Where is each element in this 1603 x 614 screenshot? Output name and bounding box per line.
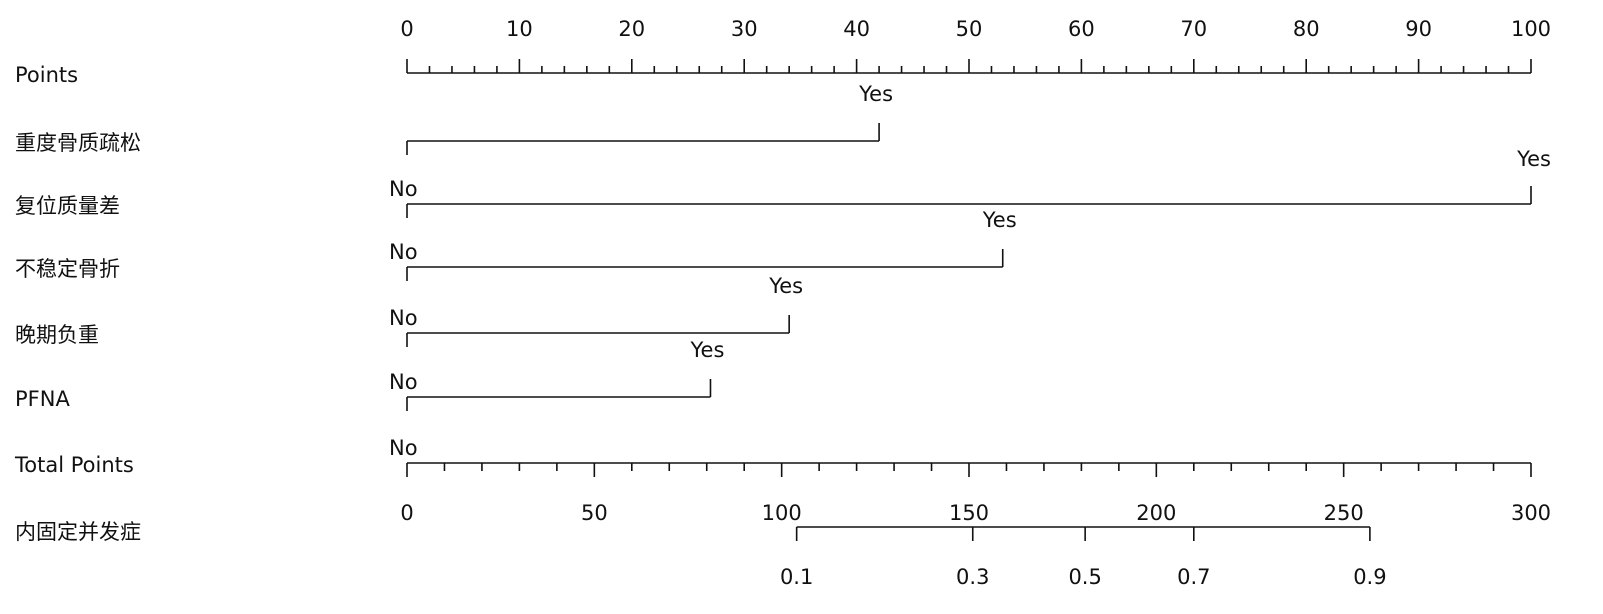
row-label: 不稳定骨折 xyxy=(15,257,120,281)
tick-label: 0.3 xyxy=(956,565,989,589)
tick-label: 90 xyxy=(1405,17,1432,41)
tick-label: 0 xyxy=(400,17,413,41)
level-label: No xyxy=(389,177,418,201)
level-label: No xyxy=(389,306,418,330)
tick-label: 70 xyxy=(1180,17,1207,41)
row-label: 复位质量差 xyxy=(15,194,120,218)
level-label: No xyxy=(389,436,418,460)
tick-label: 40 xyxy=(843,17,870,41)
tick-label: 20 xyxy=(618,17,645,41)
level-label: No xyxy=(389,240,418,264)
row-label: 内固定并发症 xyxy=(15,520,141,544)
tick-label: 0.7 xyxy=(1177,565,1210,589)
row-label: 重度骨质疏松 xyxy=(15,131,141,155)
tick-label: 150 xyxy=(949,501,989,525)
row-label: Total Points xyxy=(14,453,134,477)
tick-label: 0.1 xyxy=(780,565,813,589)
tick-label: 30 xyxy=(731,17,758,41)
tick-label: 250 xyxy=(1324,501,1364,525)
tick-label: 0.9 xyxy=(1353,565,1386,589)
tick-label: 0.5 xyxy=(1068,565,1101,589)
tick-label: 50 xyxy=(581,501,608,525)
tick-label: 10 xyxy=(506,17,533,41)
row-label: PFNA xyxy=(15,387,70,411)
tick-label: 100 xyxy=(1511,17,1551,41)
level-label: Yes xyxy=(1516,147,1551,171)
tick-label: 50 xyxy=(956,17,983,41)
tick-label: 80 xyxy=(1293,17,1320,41)
level-label: Yes xyxy=(982,208,1017,232)
level-label: Yes xyxy=(768,274,803,298)
tick-label: 200 xyxy=(1136,501,1176,525)
level-label: No xyxy=(389,370,418,394)
row-label: 晚期负重 xyxy=(15,323,99,347)
tick-label: 60 xyxy=(1068,17,1095,41)
tick-label: 100 xyxy=(762,501,802,525)
row-label: Points xyxy=(15,63,78,87)
level-label: Yes xyxy=(690,338,725,362)
tick-label: 0 xyxy=(400,501,413,525)
tick-label: 300 xyxy=(1511,501,1551,525)
level-label: Yes xyxy=(858,82,893,106)
